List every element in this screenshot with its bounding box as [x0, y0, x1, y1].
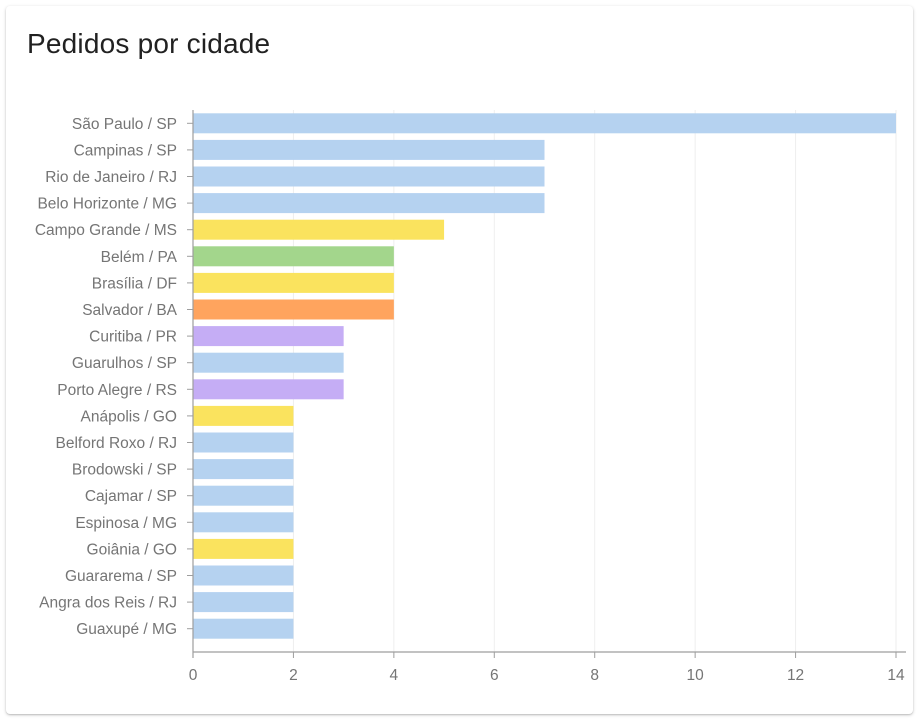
x-tick-label: 6 — [490, 667, 499, 684]
bar — [193, 299, 394, 320]
x-tick-label: 10 — [687, 667, 705, 684]
category-label: Guararema / SP — [65, 568, 177, 585]
category-label: Brasília / DF — [92, 275, 177, 292]
category-label: Curitiba / PR — [89, 329, 177, 346]
category-label: Espinosa / MG — [75, 515, 177, 532]
bar — [193, 326, 344, 347]
category-label: São Paulo / SP — [72, 116, 177, 133]
x-tick-label: 8 — [590, 667, 599, 684]
category-label: Belo Horizonte / MG — [37, 196, 177, 213]
bar — [193, 592, 294, 613]
x-tick-label: 14 — [887, 667, 905, 684]
bar — [193, 538, 294, 559]
bar — [193, 352, 344, 373]
category-label: Guaxupé / MG — [76, 621, 177, 638]
category-label: Campo Grande / MS — [35, 222, 177, 239]
bar — [193, 166, 545, 187]
category-label: Anápolis / GO — [81, 408, 178, 425]
bar — [193, 485, 294, 506]
bar — [193, 113, 896, 134]
category-label: Angra dos Reis / RJ — [39, 595, 177, 612]
bar — [193, 139, 545, 160]
category-label: Belém / PA — [101, 249, 178, 266]
bar — [193, 512, 294, 533]
bar — [193, 432, 294, 453]
category-label: Porto Alegre / RS — [57, 382, 177, 399]
bar — [193, 219, 445, 240]
category-label: Campinas / SP — [74, 142, 177, 159]
category-label: Rio de Janeiro / RJ — [45, 169, 177, 186]
bar — [193, 246, 394, 267]
bar — [193, 618, 294, 639]
bar — [193, 272, 394, 293]
x-tick-label: 0 — [189, 667, 198, 684]
bar — [193, 193, 545, 214]
x-tick-label: 12 — [787, 667, 804, 684]
bar — [193, 405, 294, 426]
category-label: Guarulhos / SP — [72, 355, 177, 372]
x-tick-label: 2 — [289, 667, 298, 684]
category-label: Salvador / BA — [82, 302, 177, 319]
category-label: Brodowski / SP — [72, 462, 177, 479]
chart-title: Pedidos por cidade — [27, 28, 271, 59]
x-tick-label: 4 — [390, 667, 399, 684]
bar — [193, 565, 294, 586]
category-label: Cajamar / SP — [85, 488, 177, 505]
bar — [193, 459, 294, 480]
bar — [193, 379, 344, 400]
category-label: Belford Roxo / RJ — [56, 435, 177, 452]
category-label: Goiânia / GO — [87, 541, 177, 558]
